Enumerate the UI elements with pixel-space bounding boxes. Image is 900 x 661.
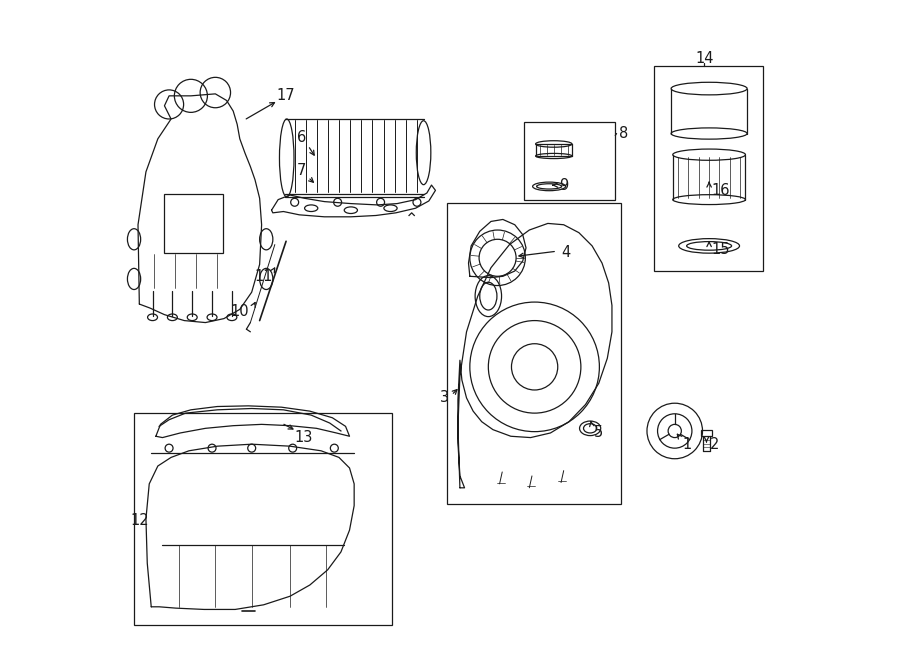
Text: 15: 15	[712, 243, 730, 257]
Bar	[653, 66, 762, 271]
Text: 11: 11	[255, 269, 273, 284]
Bar	[165, 194, 222, 253]
Text: 5: 5	[593, 426, 603, 440]
Text: 10: 10	[230, 305, 249, 319]
Text: 6: 6	[297, 130, 306, 145]
Text: 13: 13	[294, 430, 312, 445]
Text: 9: 9	[559, 178, 568, 192]
Text: 7: 7	[297, 163, 306, 178]
Text: 4: 4	[561, 245, 571, 260]
Text: 1: 1	[682, 437, 691, 451]
Text: 16: 16	[712, 183, 730, 198]
Bar	[701, 430, 712, 436]
Text: 3: 3	[440, 391, 449, 405]
Text: 8: 8	[618, 126, 628, 141]
Bar	[134, 413, 392, 625]
Text: 2: 2	[710, 437, 719, 451]
Text: 17: 17	[277, 89, 295, 103]
Bar	[446, 203, 620, 504]
Text: 12: 12	[130, 514, 148, 528]
Bar	[524, 122, 616, 200]
Text: 14: 14	[695, 51, 714, 65]
